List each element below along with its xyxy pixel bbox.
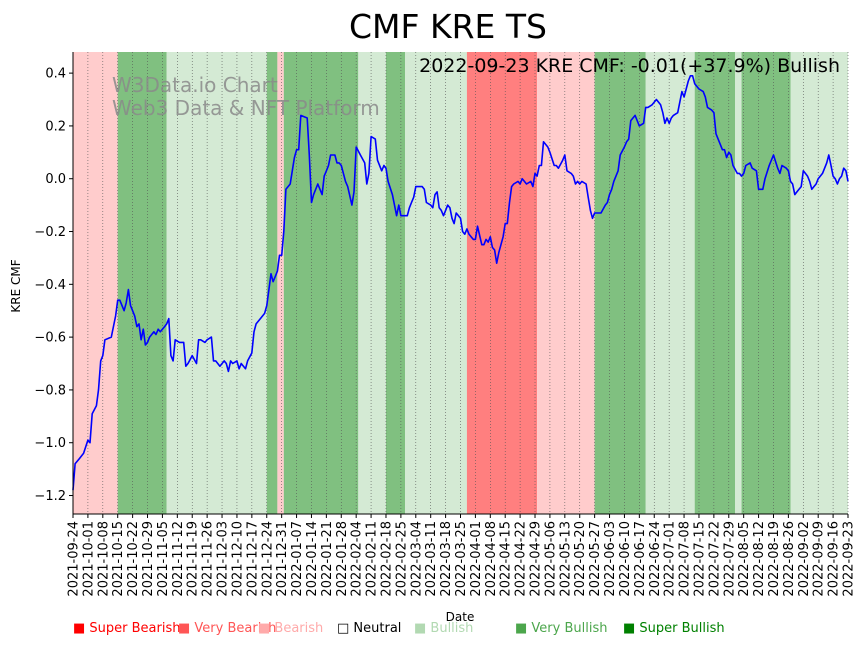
- x-tick-label: 2021-10-15: [111, 521, 126, 597]
- x-tick-label: 2021-11-19: [186, 521, 201, 597]
- x-tick-label: 2022-01-28: [335, 521, 350, 597]
- y-tick-label: −0.4: [34, 278, 66, 293]
- y-tick-label: −0.2: [34, 225, 66, 240]
- regime-band-bearish: [537, 52, 595, 514]
- regime-band-bullish: [405, 52, 467, 514]
- x-tick-label: 2021-11-26: [201, 521, 216, 597]
- regime-band-bearish: [73, 52, 118, 514]
- regime-band-very_bullish: [117, 52, 167, 514]
- x-tick-label: 2022-06-10: [618, 521, 633, 597]
- x-tick-label: 2022-06-03: [603, 521, 618, 597]
- x-ticks: 2021-09-24 2021-10-01 2021-10-08 2021-10-15…: [67, 514, 857, 597]
- legend-item: ■ Bearish: [258, 621, 324, 636]
- regime-band-bullish: [358, 52, 386, 514]
- series-layer: [72, 75, 849, 491]
- x-tick-label: 2022-09-23: [842, 521, 857, 597]
- x-tick-label: 2022-01-07: [290, 521, 305, 597]
- x-tick-label: 2022-04-08: [484, 521, 499, 597]
- legend: ■ Super Bearish ■ Very Bearish ■ Bearish □ …: [73, 621, 853, 639]
- x-tick-label: 2022-07-01: [663, 521, 678, 597]
- x-tick-label: 2022-03-18: [439, 521, 454, 597]
- y-tick-label: −0.8: [34, 383, 66, 398]
- regime-band-bullish: [166, 52, 267, 514]
- grid-lines: [72, 52, 849, 514]
- x-tick-label: 2021-12-24: [260, 521, 275, 597]
- legend-item: ■ Very Bullish: [515, 621, 608, 636]
- regime-band-bearish: [277, 52, 284, 514]
- x-tick-label: 2022-04-01: [469, 521, 484, 597]
- x-tick-label: 2022-01-14: [305, 521, 320, 597]
- y-tick-label: −1.2: [34, 489, 66, 504]
- x-tick-label: 2022-02-11: [365, 521, 380, 597]
- x-tick-label: 2022-05-27: [588, 521, 603, 597]
- x-tick-label: 2022-04-29: [529, 521, 544, 597]
- regime-band-very_bullish: [266, 52, 278, 514]
- regime-band-very_bullish: [741, 52, 791, 514]
- latest-annotation: 2022-09-23 KRE CMF: -0.01(+37.9%) Bullis…: [419, 55, 840, 77]
- regime-band-bullish: [735, 52, 742, 514]
- x-tick-label: 2022-01-21: [320, 521, 335, 597]
- x-tick-label: 2022-07-15: [692, 521, 707, 597]
- legend-item: ■ Bullish: [414, 621, 474, 636]
- y-tick-label: −0.6: [34, 331, 66, 346]
- x-tick-label: 2022-02-04: [350, 521, 365, 597]
- x-tick-label: 2021-10-22: [126, 521, 141, 597]
- x-tick-label: 2021-10-29: [141, 521, 156, 597]
- x-tick-label: 2022-03-25: [454, 521, 469, 597]
- x-tick-label: 2021-11-05: [156, 521, 171, 597]
- regime-band-very_bearish: [466, 52, 538, 514]
- regime-band-very_bullish: [385, 52, 406, 514]
- x-tick-label: 2021-12-10: [230, 521, 245, 597]
- x-tick-label: 2021-12-03: [216, 521, 231, 597]
- regime-band-very_bullish: [283, 52, 359, 514]
- x-tick-label: 2022-08-19: [767, 521, 782, 597]
- x-axis-label: Date: [446, 610, 475, 624]
- x-tick-label: 2022-08-12: [752, 521, 767, 597]
- x-tick-label: 2021-12-31: [275, 521, 290, 597]
- x-tick-label: 2022-05-20: [573, 521, 588, 597]
- regime-band-bullish: [645, 52, 695, 514]
- x-tick-label: 2022-08-05: [737, 521, 752, 597]
- x-tick-label: 2022-05-13: [558, 521, 573, 597]
- regime-band-very_bullish: [594, 52, 646, 514]
- chart-title: CMF KRE TS: [349, 7, 547, 46]
- x-tick-label: 2021-10-01: [81, 521, 96, 597]
- x-tick-label: 2022-09-02: [797, 521, 812, 597]
- y-ticks: −1.2 −1.0 −0.8 −0.6 −0.4 −0.2 0.0 0.2 0.4: [34, 67, 73, 504]
- watermark-line-1: W3Data.io Chart: [112, 73, 278, 97]
- x-tick-label: 2021-09-24: [67, 521, 82, 597]
- legend-item: □ Neutral: [337, 621, 402, 636]
- regime-bands: [73, 52, 848, 514]
- x-tick-label: 2022-07-22: [707, 521, 722, 597]
- regime-band-bullish: [790, 52, 848, 514]
- x-tick-label: 2021-12-17: [245, 521, 260, 597]
- y-tick-label: 0.0: [45, 172, 66, 187]
- y-axis-label: KRE CMF: [9, 259, 23, 312]
- x-tick-label: 2021-11-12: [171, 521, 186, 597]
- series-line-kre-cmf: [72, 75, 849, 491]
- x-tick-label: 2022-05-06: [543, 521, 558, 597]
- x-tick-label: 2022-08-26: [782, 521, 797, 597]
- legend-item: ■ Super Bullish: [623, 621, 725, 636]
- x-tick-label: 2022-07-29: [722, 521, 737, 597]
- x-tick-label: 2022-04-22: [514, 521, 529, 597]
- x-tick-label: 2022-03-04: [409, 521, 424, 597]
- x-tick-label: 2022-09-16: [827, 521, 842, 597]
- watermark-line-2: Web3 Data & NFT Platform: [112, 96, 380, 120]
- x-tick-label: 2022-02-25: [394, 521, 409, 597]
- x-tick-label: 2022-02-18: [379, 521, 394, 597]
- x-tick-label: 2022-04-15: [499, 521, 514, 597]
- y-tick-label: 0.4: [45, 67, 66, 82]
- x-tick-label: 2022-06-24: [648, 521, 663, 597]
- y-tick-label: 0.2: [45, 119, 66, 134]
- x-tick-label: 2022-03-11: [424, 521, 439, 597]
- x-tick-label: 2021-10-08: [96, 521, 111, 597]
- x-tick-label: 2022-07-08: [678, 521, 693, 597]
- x-tick-label: 2022-09-09: [812, 521, 827, 597]
- legend-item: ■ Very Bearish: [178, 621, 277, 636]
- legend-item: ■ Super Bearish: [73, 621, 181, 636]
- y-tick-label: −1.0: [34, 436, 66, 451]
- x-tick-label: 2022-06-17: [633, 521, 648, 597]
